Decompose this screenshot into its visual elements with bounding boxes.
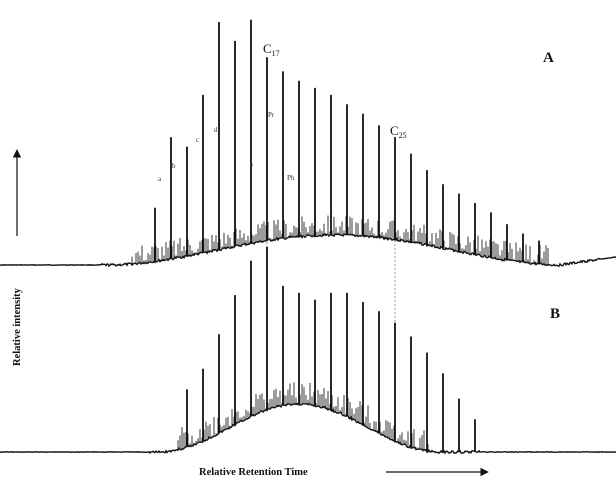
- annotation-a: a: [158, 175, 162, 183]
- trace-a: [0, 19, 616, 268]
- panel-label-a: A: [543, 50, 554, 66]
- trace-b: [0, 246, 616, 455]
- panel-label-b: B: [550, 306, 560, 322]
- marker-c17: C17: [263, 41, 280, 58]
- y-axis-label: Relative intensity: [12, 287, 23, 366]
- annotation-pr: Pr: [268, 111, 275, 119]
- annotation-e: e: [250, 161, 253, 169]
- baseline-hump: [0, 232, 616, 268]
- annotation-b: b: [172, 162, 176, 170]
- annotation-ph: Ph: [287, 174, 295, 182]
- baseline-hump: [0, 402, 616, 455]
- annotation-d: d: [214, 126, 218, 134]
- annotation-c: c: [196, 136, 199, 144]
- marker-c25: C25: [390, 123, 407, 140]
- x-axis-label: Relative Retention Time: [199, 467, 308, 478]
